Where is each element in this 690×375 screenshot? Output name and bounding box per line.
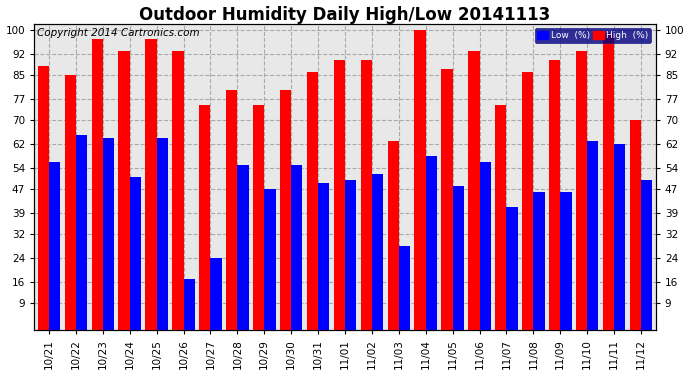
Legend: Low  (%), High  (%): Low (%), High (%) xyxy=(535,28,651,43)
Bar xyxy=(119,51,130,330)
Bar xyxy=(307,72,318,330)
Bar xyxy=(103,138,114,330)
Title: Outdoor Humidity Daily High/Low 20141113: Outdoor Humidity Daily High/Low 20141113 xyxy=(139,6,551,24)
Bar xyxy=(576,51,587,330)
Bar xyxy=(480,162,491,330)
Bar xyxy=(226,90,237,330)
Bar xyxy=(291,165,302,330)
Bar xyxy=(157,138,168,330)
Bar xyxy=(415,30,426,330)
Bar xyxy=(253,105,264,330)
Bar xyxy=(469,51,480,330)
Bar xyxy=(280,90,291,330)
Bar xyxy=(334,60,345,330)
Bar xyxy=(318,183,329,330)
Bar xyxy=(92,39,103,330)
Bar xyxy=(506,207,518,330)
Bar xyxy=(146,39,157,330)
Bar xyxy=(237,165,248,330)
Bar xyxy=(210,258,221,330)
Bar xyxy=(399,246,410,330)
Bar xyxy=(442,69,453,330)
Bar xyxy=(172,51,184,330)
Bar xyxy=(522,72,533,330)
Bar xyxy=(426,156,437,330)
Bar xyxy=(38,66,49,330)
Bar xyxy=(130,177,141,330)
Bar xyxy=(361,60,372,330)
Bar xyxy=(49,162,60,330)
Text: Copyright 2014 Cartronics.com: Copyright 2014 Cartronics.com xyxy=(37,28,200,38)
Bar xyxy=(76,135,87,330)
Bar xyxy=(264,189,275,330)
Bar xyxy=(641,180,652,330)
Bar xyxy=(533,192,544,330)
Bar xyxy=(184,279,195,330)
Bar xyxy=(603,33,614,330)
Bar xyxy=(587,141,598,330)
Bar xyxy=(345,180,356,330)
Bar xyxy=(630,120,641,330)
Bar xyxy=(65,75,76,330)
Bar xyxy=(199,105,210,330)
Bar xyxy=(560,192,571,330)
Bar xyxy=(614,144,625,330)
Bar xyxy=(549,60,560,330)
Bar xyxy=(372,174,383,330)
Bar xyxy=(495,105,506,330)
Bar xyxy=(453,186,464,330)
Bar xyxy=(388,141,399,330)
